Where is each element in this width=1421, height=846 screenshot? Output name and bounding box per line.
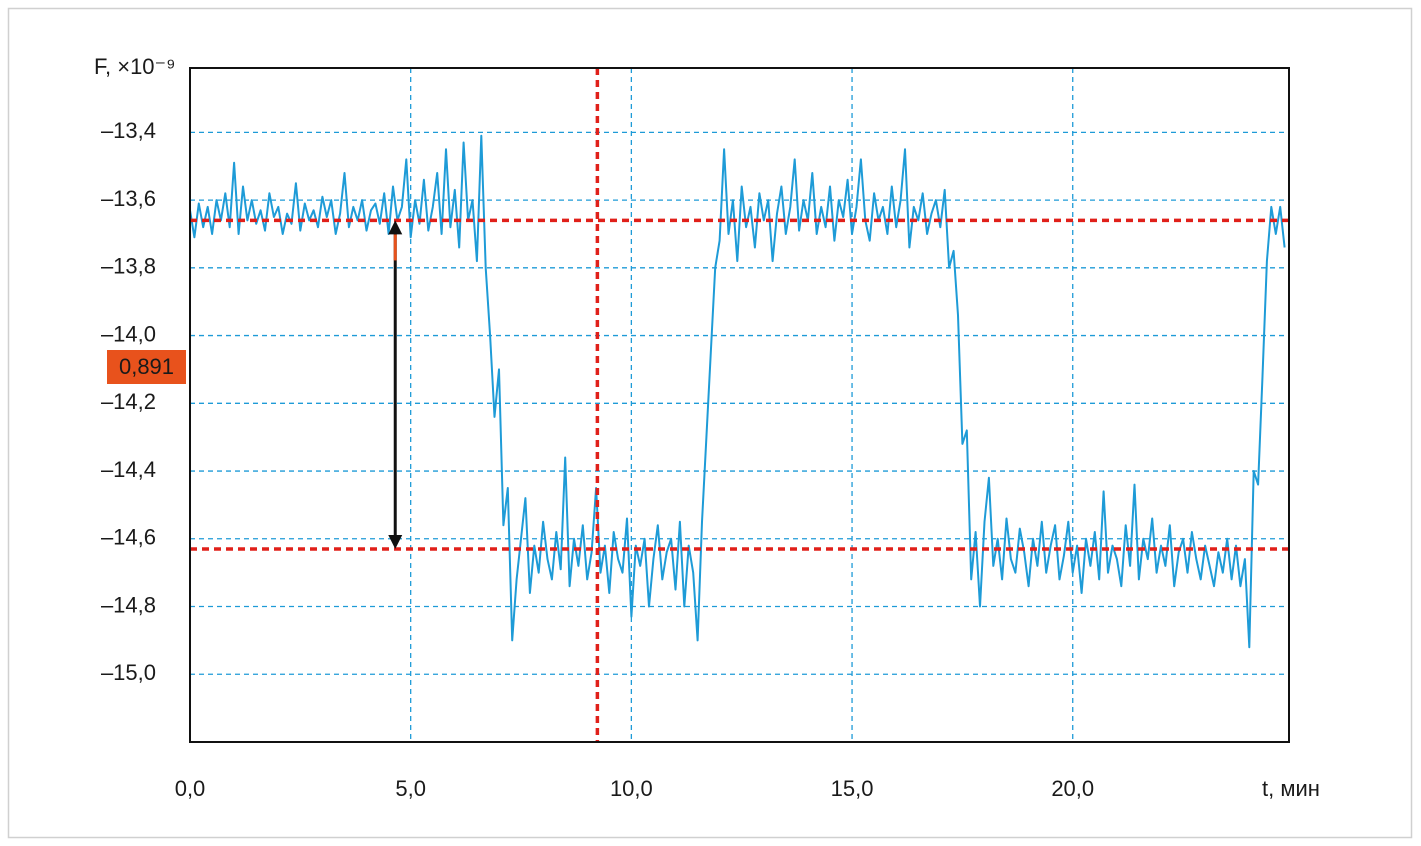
y-tick-label: –14,6 xyxy=(101,525,156,550)
y-tick-label: –15,0 xyxy=(101,660,156,685)
annotation-label: 0,891 xyxy=(119,354,174,379)
y-axis-label: F, ×10⁻⁹ xyxy=(94,54,176,79)
x-tick-label: 15,0 xyxy=(831,776,874,801)
plot-border xyxy=(189,67,1290,743)
y-tick-label: –14,2 xyxy=(101,389,156,414)
y-tick-label: –14,8 xyxy=(101,592,156,617)
x-tick-label: 0,0 xyxy=(175,776,206,801)
x-axis-label: t, мин xyxy=(1262,776,1320,801)
x-tick-label: 5,0 xyxy=(395,776,426,801)
y-tick-label: –13,4 xyxy=(101,118,156,143)
x-tick-label: 20,0 xyxy=(1051,776,1094,801)
frame xyxy=(7,7,1413,839)
y-tick-label: –14,4 xyxy=(101,457,156,482)
arrow-head xyxy=(388,220,403,235)
annotation-box xyxy=(107,350,186,384)
y-tick-label: –13,8 xyxy=(101,254,156,279)
x-tick-label: 10,0 xyxy=(610,776,653,801)
arrow-head xyxy=(388,534,403,549)
data-line xyxy=(189,134,1286,649)
y-tick-label: –13,6 xyxy=(101,186,156,211)
y-tick-label: –14,0 xyxy=(101,321,156,346)
